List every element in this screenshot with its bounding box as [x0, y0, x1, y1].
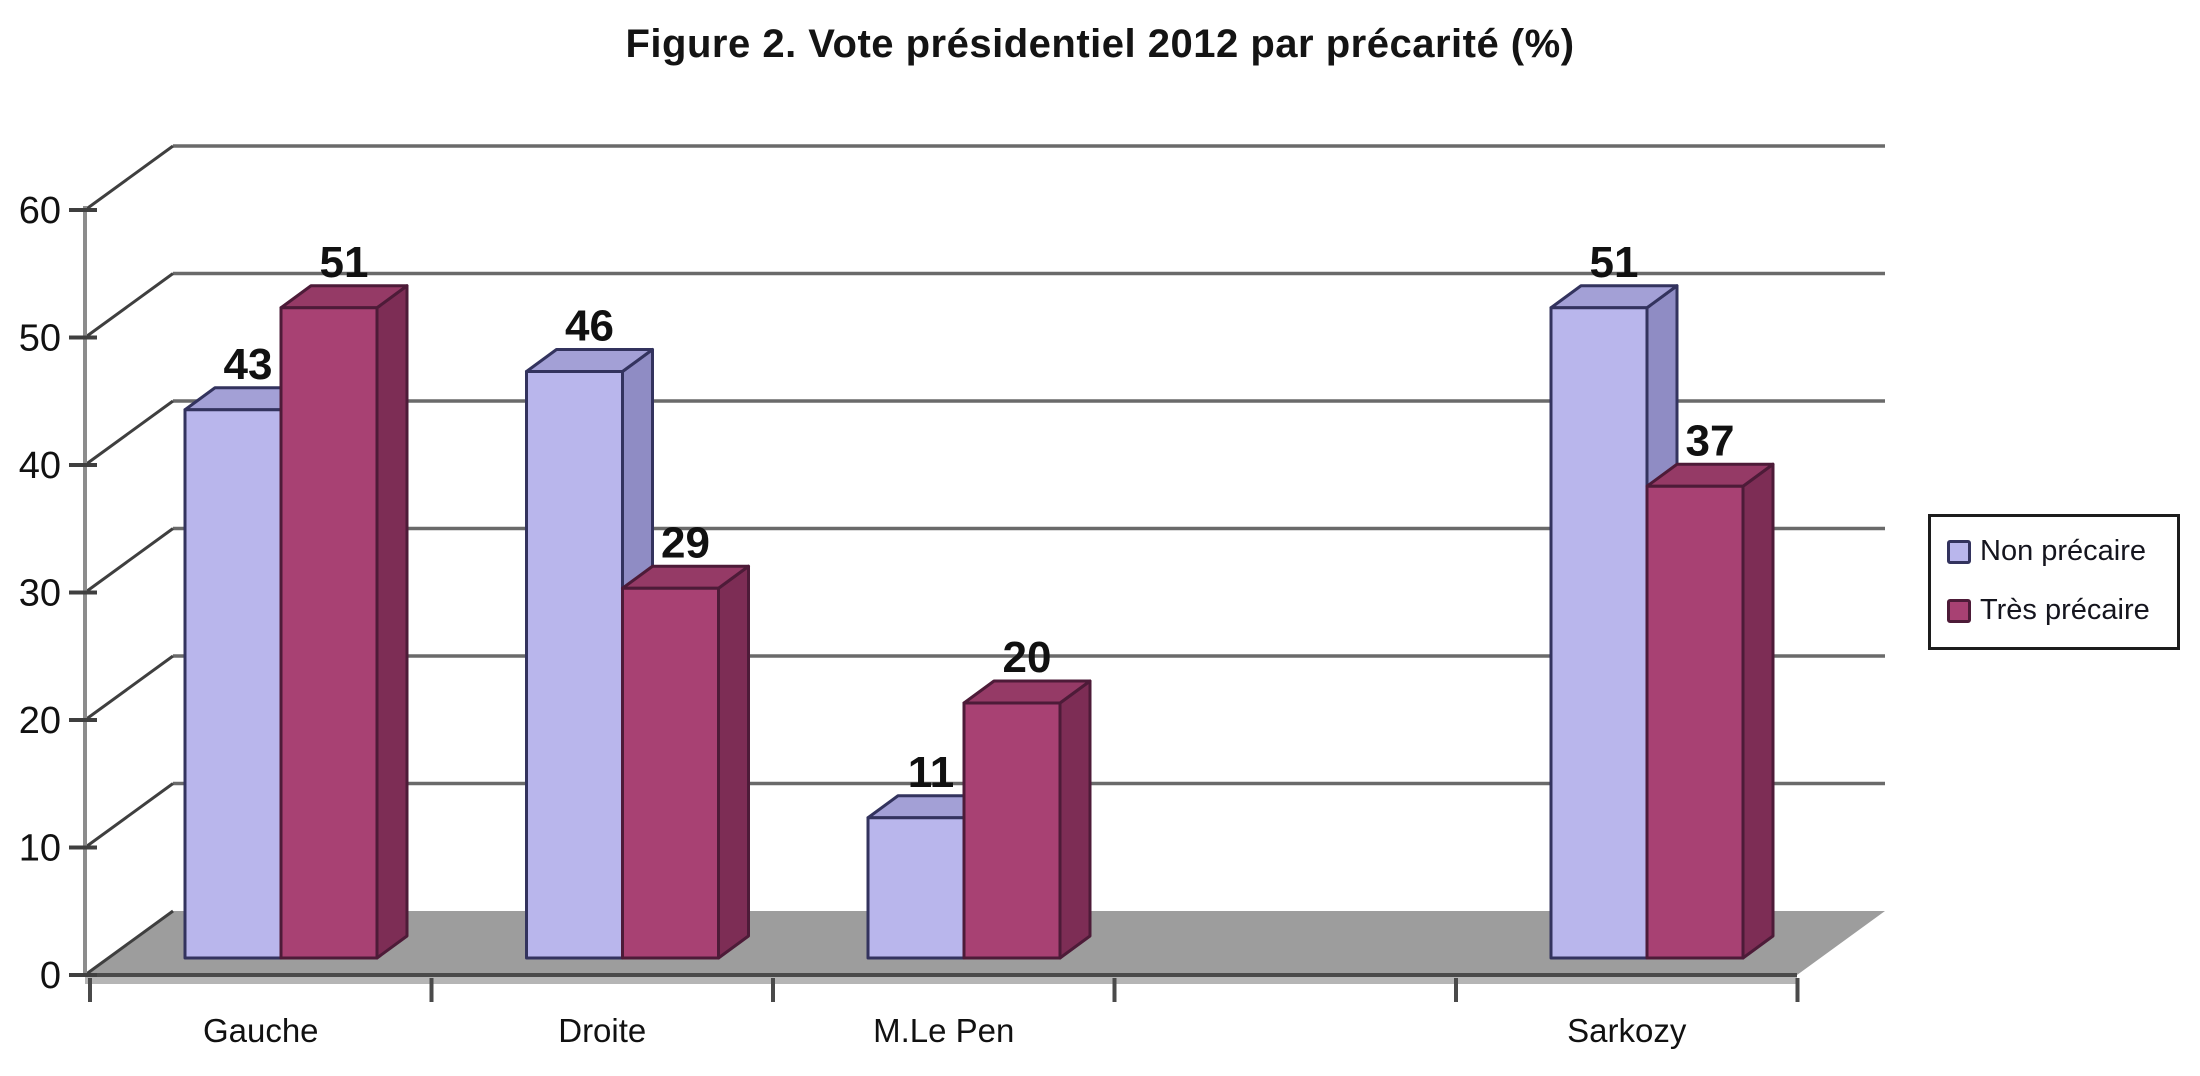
bar-m-le-pen-tr-s-pr-caire-side-face	[1058, 679, 1092, 960]
bar-gauche-non-pr-caire-front-face	[183, 408, 283, 960]
chart-title: Figure 2. Vote présidentiel 2012 par pré…	[625, 22, 1575, 66]
legend-label-non-precaire: Non précaire	[1980, 535, 2147, 567]
bar-value-label-bar-m-le-pen-non-pr-caire: 11	[908, 748, 955, 797]
bar-value-label-bar-gauche-tr-s-pr-caire: 51	[320, 238, 369, 287]
y-axis-label-0: 0	[40, 955, 61, 997]
y-axis-label-30: 30	[19, 573, 61, 615]
grid-diagonal-10	[84, 782, 174, 849]
y-axis-label-60: 60	[19, 190, 61, 232]
chart-floor-front-face	[85, 975, 1797, 984]
bar-sarkozy-tr-s-pr-caire-front-face	[1645, 484, 1745, 960]
legend-swatch-tres-precaire-icon	[1947, 598, 1971, 623]
grid-diagonal-20	[84, 654, 174, 722]
x-axis-label-m-le-pen: M.Le Pen	[873, 1012, 1014, 1049]
legend-swatch-non-precaire-icon	[1947, 539, 1971, 564]
bar-sarkozy-non-pr-caire-front-face	[1549, 306, 1649, 960]
grid-diagonal-40	[84, 399, 174, 467]
grid-diagonal-50	[84, 272, 174, 339]
y-axis-label-40: 40	[19, 445, 61, 487]
x-axis-label-sarkozy: Sarkozy	[1567, 1012, 1687, 1049]
x-axis-label-droite: Droite	[558, 1012, 646, 1049]
bar-value-label-bar-sarkozy-tr-s-pr-caire: 37	[1686, 416, 1735, 465]
bar-value-label-bar-gauche-non-pr-caire: 43	[224, 340, 273, 389]
bar-m-le-pen-non-pr-caire-front-face	[866, 816, 966, 960]
legend-label-tres-precaire: Très précaire	[1980, 594, 2150, 626]
bar-droite-non-pr-caire-front-face	[525, 370, 624, 960]
y-axis-label-50: 50	[19, 318, 61, 360]
bar-droite-tr-s-pr-caire-side-face	[717, 564, 750, 960]
bar-value-label-bar-droite-non-pr-caire: 46	[565, 302, 614, 351]
legend-item-non-precaire: Non précaire	[1947, 537, 2163, 566]
y-axis-label-10: 10	[19, 828, 61, 870]
bar-gauche-tr-s-pr-caire-front-face	[279, 306, 379, 960]
bar-droite-tr-s-pr-caire-front-face	[621, 586, 720, 960]
x-axis-label-gauche: Gauche	[203, 1012, 319, 1049]
bar-value-label-bar-sarkozy-non-pr-caire: 51	[1590, 238, 1639, 287]
grid-diagonal-30	[84, 527, 174, 594]
grid-diagonal-60	[84, 144, 174, 212]
bar-value-label-bar-m-le-pen-tr-s-pr-caire: 20	[1003, 633, 1052, 682]
grid-diagonal-0	[84, 909, 174, 977]
legend-item-tres-precaire: Très précaire	[1947, 596, 2163, 625]
bar-m-le-pen-tr-s-pr-caire-front-face	[962, 701, 1062, 960]
y-axis-label-20: 20	[19, 700, 61, 742]
bar-sarkozy-tr-s-pr-caire-side-face	[1741, 462, 1775, 960]
bar-gauche-tr-s-pr-caire-side-face	[375, 284, 409, 960]
legend: Non précaire Très précaire	[1928, 514, 2180, 650]
bar-value-label-bar-droite-tr-s-pr-caire: 29	[661, 518, 710, 567]
